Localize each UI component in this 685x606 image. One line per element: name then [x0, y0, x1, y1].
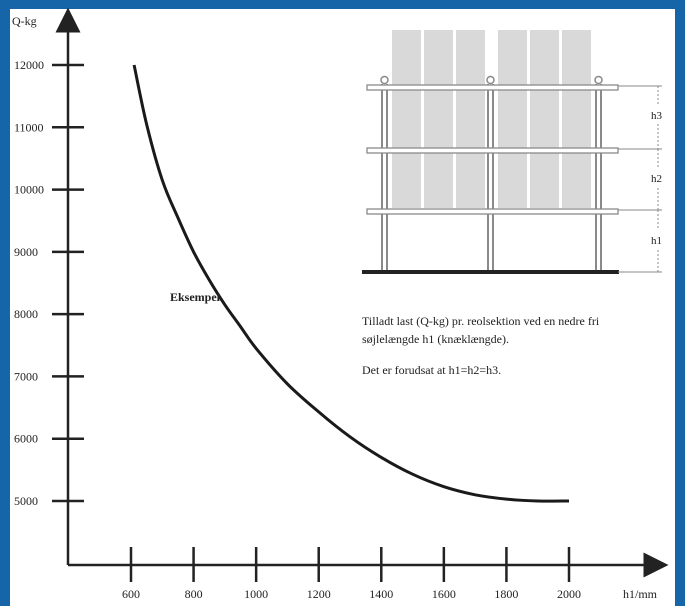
- goods-box: [424, 30, 453, 208]
- y-tick-label: 7000: [14, 369, 38, 383]
- rack-post-cap: [380, 75, 389, 85]
- goods-box: [456, 30, 485, 208]
- goods-box: [392, 30, 421, 208]
- dim-label-h2: h2: [651, 173, 662, 185]
- goods-box: [562, 30, 591, 208]
- goods-box: [498, 30, 527, 208]
- load-curve: [132, 64, 570, 503]
- y-tick-label: 5000: [14, 494, 38, 508]
- goods-box: [530, 30, 559, 208]
- y-ticks: 5000 6000 7000 8000 9000 10000 11000 12000: [14, 58, 84, 508]
- x-tick-label: 1200: [307, 587, 331, 601]
- rack-post-cap: [594, 75, 603, 85]
- x-ticks: 600 800 1000 1200 1400 1600 1800 2000: [122, 547, 581, 601]
- x-tick-label: 800: [185, 587, 203, 601]
- shelf-beam: [366, 84, 619, 91]
- y-tick-label: 8000: [14, 307, 38, 321]
- x-tick-label: 1400: [369, 587, 393, 601]
- example-label: Eksempel: [170, 290, 221, 304]
- x-axis-title: h1/mm: [623, 587, 658, 601]
- note-line-2: søjlelængde h1 (knæklængde).: [362, 332, 509, 346]
- dim-label-h1: h1: [651, 235, 662, 247]
- x-tick-label: 600: [122, 587, 140, 601]
- y-tick-label: 12000: [14, 58, 44, 72]
- y-axis-title: Q-kg: [12, 14, 37, 28]
- x-tick-label: 1600: [432, 587, 456, 601]
- rack-diagram: h3 h2 h1: [362, 30, 663, 274]
- shelf-beam: [366, 208, 619, 215]
- dim-label-h3: h3: [651, 110, 663, 122]
- x-tick-label: 2000: [557, 587, 581, 601]
- floor: [362, 270, 619, 274]
- rack-post-cap: [486, 75, 495, 85]
- note-line-3: Det er forudsat at h1=h2=h3.: [362, 363, 501, 377]
- x-tick-label: 1000: [244, 587, 268, 601]
- shelf-beam: [366, 147, 619, 154]
- y-tick-label: 9000: [14, 245, 38, 259]
- y-tick-label: 11000: [14, 120, 44, 134]
- note-line-1: Tilladt last (Q-kg) pr. reolsektion ved …: [362, 314, 600, 328]
- y-tick-label: 10000: [14, 183, 44, 197]
- x-tick-label: 1800: [494, 587, 518, 601]
- y-tick-label: 6000: [14, 432, 38, 446]
